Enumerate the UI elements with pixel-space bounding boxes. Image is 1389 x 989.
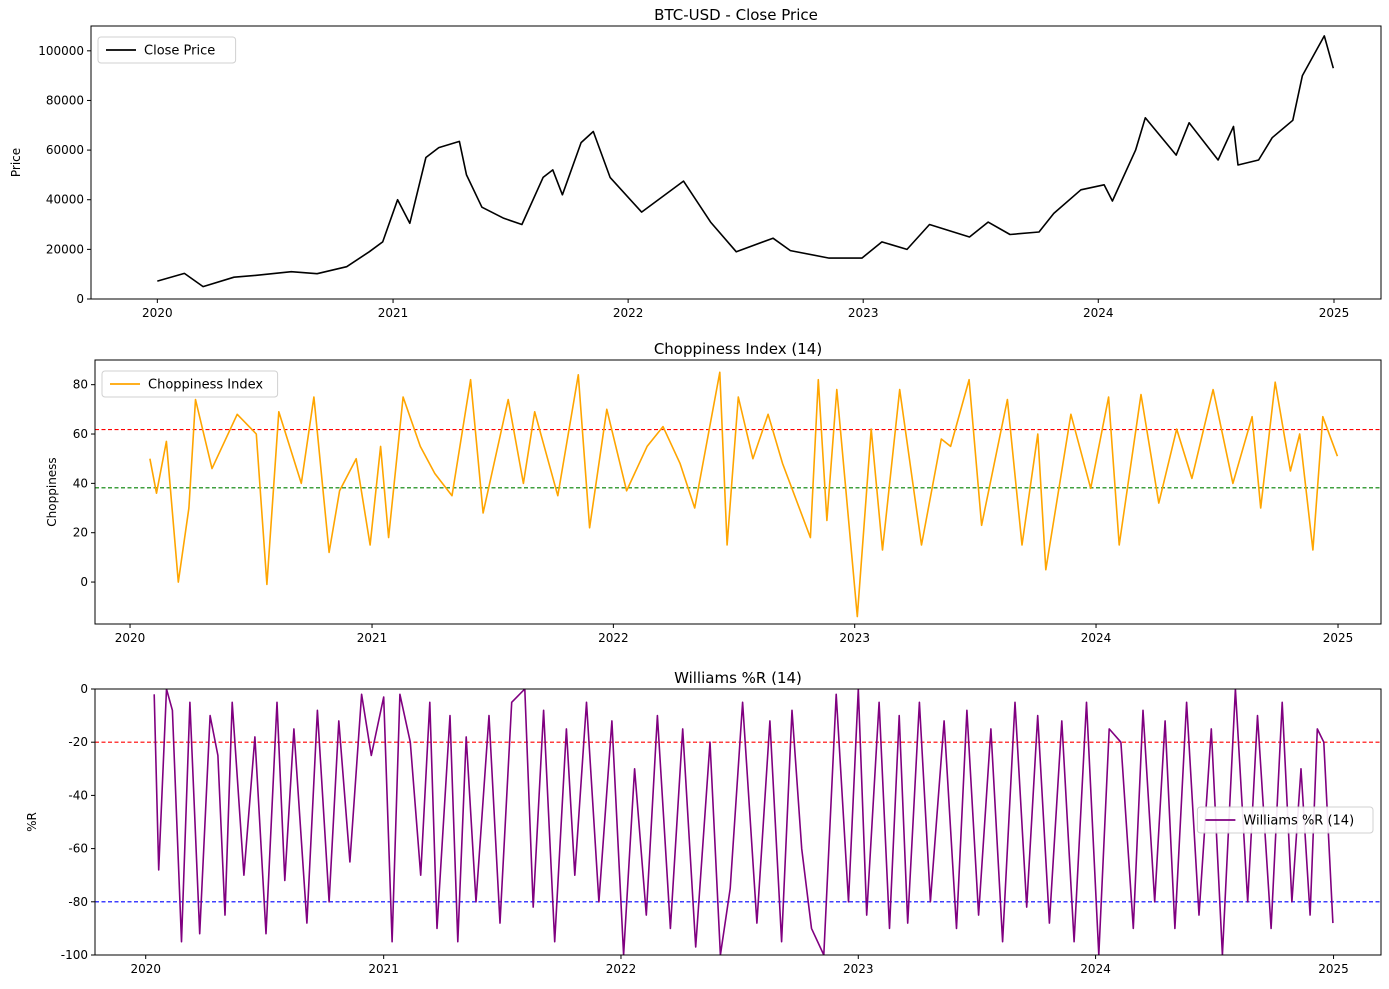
x-tick-label: 2020 <box>142 306 173 320</box>
chart-panel-1: BTC-USD - Close Price Price 2020 2021 2022 20… <box>9 6 1382 320</box>
legend-box <box>1196 806 1374 834</box>
x-tick-label: 2023 <box>848 306 879 320</box>
x-tick-label: 2024 <box>1083 306 1114 320</box>
y-tick-label: 40000 <box>46 193 84 207</box>
chart-panel-2: Choppiness Index (14) Choppiness 2020 2021 2… <box>45 340 1382 645</box>
y-tick-label: 20 <box>73 526 88 540</box>
legend-box <box>97 36 237 64</box>
x-tick-label: 2022 <box>598 631 629 645</box>
x-tick-label: 2022 <box>606 962 637 976</box>
x-tick-label: 2022 <box>613 306 644 320</box>
y-tick-label: -40 <box>68 788 88 802</box>
y-tick-label: 20000 <box>46 242 84 256</box>
plot-frame <box>94 688 1382 956</box>
y-tick-label: 80 <box>73 378 88 392</box>
y-tick-label: 100000 <box>38 44 84 58</box>
chart-title: BTC-USD - Close Price <box>654 6 818 24</box>
y-tick-label: -100 <box>61 948 88 962</box>
plot-frame <box>90 25 1382 300</box>
chart-title: Williams %R (14) <box>674 669 802 687</box>
series-line-1 <box>153 689 1334 955</box>
legend: Williams %R (14) <box>1196 806 1374 834</box>
x-tick-label: 2021 <box>368 962 399 976</box>
x-tick-label: 2020 <box>130 962 161 976</box>
chart-panel-3: Williams %R (14) %R 2020 2021 2022 2023 2024 20… <box>25 669 1382 976</box>
x-tick-label: 2021 <box>378 306 409 320</box>
legend-label: Close Price <box>144 44 215 59</box>
series-line-1 <box>157 35 1335 288</box>
x-tick-label: 2023 <box>839 631 870 645</box>
y-tick-label: 0 <box>76 292 84 306</box>
x-tick-label: 2025 <box>1318 962 1349 976</box>
x-tick-label: 2024 <box>1080 962 1111 976</box>
y-tick-label: -60 <box>68 842 88 856</box>
y-axis-label: Choppiness <box>45 457 59 526</box>
legend-box <box>101 370 279 398</box>
x-tick-label: 2025 <box>1323 631 1354 645</box>
x-tick-label: 2023 <box>843 962 874 976</box>
series-line-1 <box>149 371 1339 618</box>
y-tick-label: 0 <box>80 575 88 589</box>
x-tick-label: 2024 <box>1081 631 1112 645</box>
x-tick-label: 2021 <box>357 631 388 645</box>
legend: Close Price <box>97 36 237 64</box>
legend: Choppiness Index <box>101 370 279 398</box>
x-tick-label: 2025 <box>1319 306 1350 320</box>
y-axis-label: Price <box>9 148 23 177</box>
chart-title: Choppiness Index (14) <box>654 340 822 358</box>
y-tick-label: -20 <box>68 735 88 749</box>
y-tick-label: 0 <box>80 682 88 696</box>
y-tick-label: -80 <box>68 895 88 909</box>
legend-label: Williams %R (14) <box>1243 814 1354 829</box>
y-axis-label: %R <box>25 812 39 832</box>
y-tick-label: 60000 <box>46 143 84 157</box>
x-tick-label: 2020 <box>115 631 146 645</box>
y-tick-label: 60 <box>73 427 88 441</box>
y-tick-label: 40 <box>73 476 88 490</box>
plot-frame <box>94 359 1382 625</box>
y-tick-label: 80000 <box>46 93 84 107</box>
legend-label: Choppiness Index <box>148 378 263 393</box>
